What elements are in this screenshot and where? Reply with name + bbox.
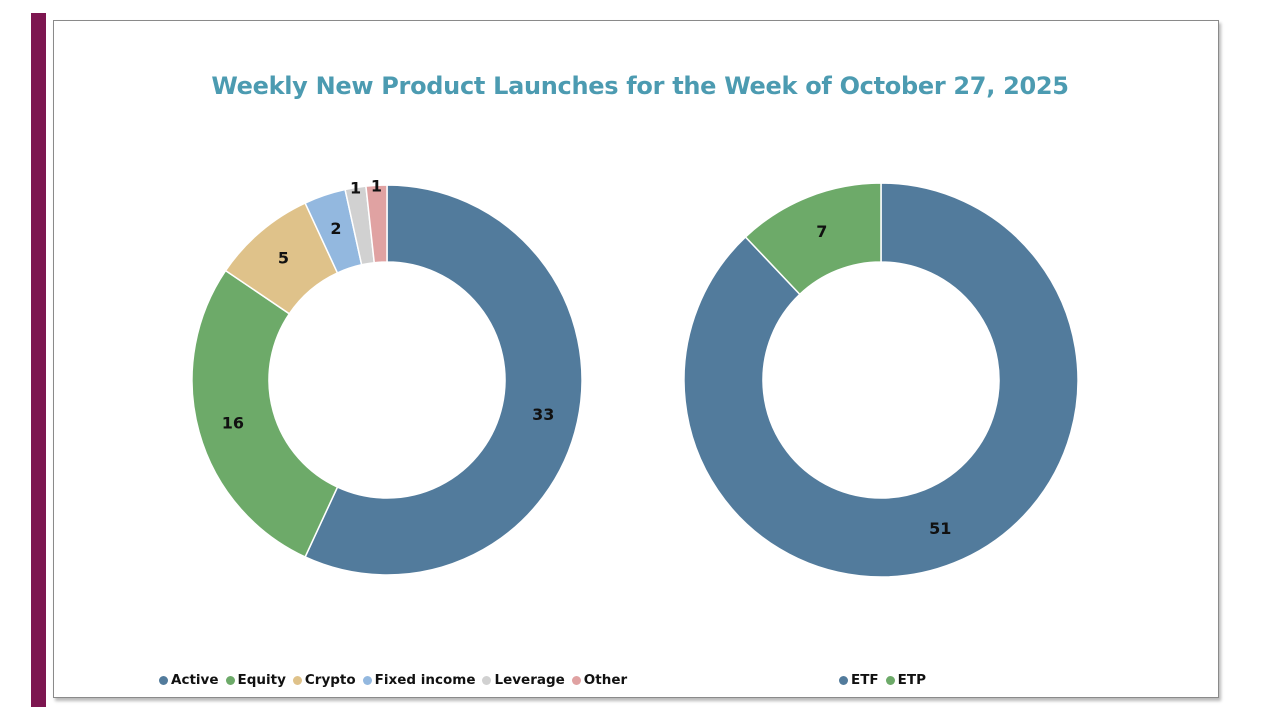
- legend-item-etp: ETP: [885, 672, 926, 688]
- data-label-leverage: 1: [350, 179, 361, 198]
- donut-category: 33 16 5 2 1 1: [191, 176, 583, 576]
- legend-swatch-equity: [225, 675, 235, 685]
- legend-item-leverage: Leverage: [482, 672, 565, 688]
- data-label-equity: 16: [222, 413, 244, 432]
- data-label-active: 33: [532, 405, 554, 424]
- legend-item-fixed-income: Fixed income: [362, 672, 476, 688]
- legend-label-etf: ETF: [851, 672, 879, 688]
- legend-structure: ETF ETP: [839, 672, 926, 688]
- legend-swatch-active: [159, 675, 168, 685]
- legend-item-active: Active: [159, 672, 219, 688]
- legend-item-etf: ETF: [839, 672, 879, 688]
- data-label-etp: 7: [816, 222, 827, 241]
- legend-item-equity: Equity: [225, 672, 286, 688]
- legend-label-active: Active: [171, 672, 219, 688]
- legend-swatch-other: [571, 675, 581, 685]
- legend-label-leverage: Leverage: [494, 672, 565, 688]
- legend-item-crypto: Crypto: [292, 672, 356, 688]
- legend-label-fixed-income: Fixed income: [374, 672, 476, 688]
- legend-item-other: Other: [571, 672, 628, 688]
- accent-bar: [31, 13, 46, 707]
- legend-swatch-etf: [839, 675, 848, 685]
- donut-structure: 51 7: [683, 182, 1079, 578]
- legend-swatch-etp: [885, 675, 895, 685]
- slice-other: [365, 184, 388, 264]
- slice-etp: [744, 182, 882, 296]
- legend-label-etp: ETP: [897, 672, 926, 688]
- legend-category: Active Equity Crypto Fixed income Leverage Ot…: [159, 672, 627, 688]
- chart-title: Weekly New Product Launches for the Week…: [211, 72, 1069, 100]
- legend-label-equity: Equity: [237, 672, 286, 688]
- slice-equity: [191, 269, 339, 558]
- legend-label-crypto: Crypto: [304, 672, 356, 688]
- legend-swatch-crypto: [292, 675, 302, 685]
- slice-active: [304, 184, 583, 576]
- data-label-fixed-income: 2: [330, 219, 341, 238]
- slice-etf: [683, 182, 1079, 578]
- legend-swatch-fixed-income: [362, 675, 372, 685]
- data-label-other: 1: [371, 176, 382, 195]
- data-label-crypto: 5: [278, 249, 289, 268]
- data-label-etf: 51: [929, 519, 951, 538]
- legend-label-other: Other: [583, 672, 628, 688]
- legend-swatch-leverage: [482, 675, 492, 685]
